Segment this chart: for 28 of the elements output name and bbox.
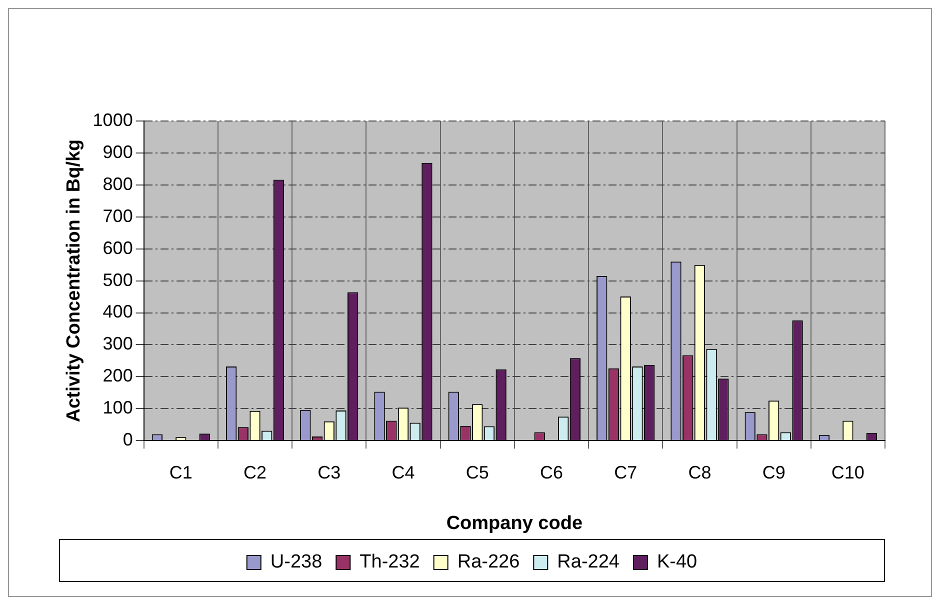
x-tick-label: C9 bbox=[762, 462, 786, 482]
x-tick-label: C2 bbox=[244, 462, 267, 482]
legend-label: Ra-226 bbox=[457, 552, 520, 573]
x-tick-label: C4 bbox=[392, 462, 415, 482]
x-tick-label: C1 bbox=[169, 462, 192, 482]
y-tick-label: 100 bbox=[102, 398, 133, 418]
y-tick-label: 1000 bbox=[92, 110, 133, 130]
y-tick-label: 700 bbox=[102, 206, 133, 226]
y-tick-label: 600 bbox=[102, 238, 133, 258]
y-tick-label: 200 bbox=[102, 366, 133, 386]
legend-label: Th-232 bbox=[360, 552, 420, 573]
y-tick-label: 500 bbox=[102, 270, 133, 290]
x-tick-label: C3 bbox=[318, 462, 341, 482]
legend-label: K-40 bbox=[656, 552, 698, 573]
x-tick-label: C6 bbox=[540, 462, 563, 482]
y-axis-title: Activity Concentration in Bq/kg bbox=[64, 139, 85, 422]
x-tick-label: C10 bbox=[831, 462, 864, 482]
x-tick-label: C8 bbox=[688, 462, 712, 482]
y-tick-label: 0 bbox=[122, 430, 133, 450]
y-tick-label: 800 bbox=[102, 174, 133, 194]
legend-label: U-238 bbox=[270, 552, 322, 573]
y-tick-label: 300 bbox=[102, 334, 133, 354]
x-axis-title: Company code bbox=[446, 512, 583, 534]
legend-label: Ra-224 bbox=[557, 552, 620, 573]
y-tick-label: 900 bbox=[102, 142, 133, 162]
x-tick-label: C5 bbox=[466, 462, 489, 482]
x-tick-label: C7 bbox=[614, 462, 638, 482]
y-tick-label: 400 bbox=[102, 302, 133, 322]
